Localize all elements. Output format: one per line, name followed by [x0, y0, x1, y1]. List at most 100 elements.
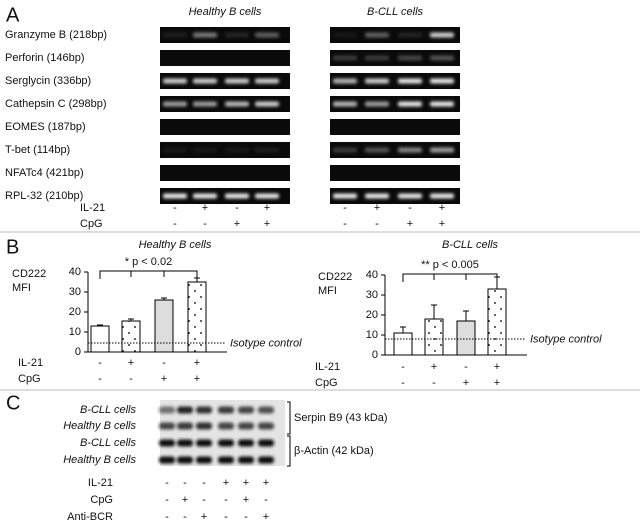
column-title: Healthy B cells	[189, 6, 262, 18]
condition-sign: +	[161, 373, 167, 385]
condition-sign: -	[203, 218, 207, 230]
condition-sign: -	[264, 494, 268, 506]
y-axis-label: MFI	[12, 282, 31, 294]
bar	[456, 320, 476, 356]
condition-sign: -	[343, 202, 347, 214]
bar	[187, 281, 207, 353]
gel-band	[333, 193, 357, 199]
condition-sign: +	[264, 218, 270, 230]
condition-label: CpG	[18, 373, 41, 385]
condition-sign: -	[162, 357, 166, 369]
y-tick-label: 0	[75, 346, 81, 358]
gene-label: RPL-32 (210bp)	[5, 190, 83, 202]
condition-sign: +	[201, 511, 207, 523]
condition-sign: -	[165, 494, 169, 506]
gel-band	[333, 55, 357, 61]
blot-band	[196, 422, 212, 430]
condition-sign: +	[263, 477, 269, 489]
gene-label: T-bet (114bp)	[5, 144, 70, 156]
y-tick-label: 0	[372, 349, 378, 361]
condition-sign: +	[202, 202, 208, 214]
bar	[424, 318, 444, 356]
condition-sign: +	[407, 218, 413, 230]
gel	[330, 142, 460, 158]
panel-label: C	[6, 392, 20, 414]
gel-band	[398, 55, 422, 61]
gel-band	[193, 101, 217, 107]
significance-label: ** p < 0.005	[421, 259, 479, 271]
error-bar	[128, 318, 134, 321]
gel-band	[255, 78, 279, 84]
gel-band	[333, 147, 357, 153]
condition-sign: -	[183, 511, 187, 523]
condition-sign: -	[165, 511, 169, 523]
condition-label: IL-21	[80, 202, 105, 214]
condition-sign: -	[165, 477, 169, 489]
condition-sign: -	[464, 361, 468, 373]
condition-sign: -	[98, 357, 102, 369]
condition-sign: +	[243, 494, 249, 506]
blot-band	[258, 406, 274, 414]
blot-band	[196, 406, 212, 414]
condition-sign: +	[194, 373, 200, 385]
condition-label: CpG	[90, 494, 113, 506]
condition-sign: +	[494, 361, 500, 373]
significance-label: * p < 0.02	[125, 256, 172, 268]
reference-label: Isotype control	[230, 337, 302, 349]
gel	[330, 119, 460, 135]
condition-sign: -	[343, 218, 347, 230]
blot-row-label: Healthy B cells	[63, 420, 136, 432]
condition-sign: -	[173, 202, 177, 214]
blot-band	[218, 456, 234, 464]
blot-band	[159, 406, 175, 414]
gel-band	[398, 101, 422, 107]
condition-label: Anti-BCR	[67, 511, 113, 523]
gene-label: NFATc4 (421bp)	[5, 167, 84, 179]
error-bar	[400, 326, 406, 333]
gel	[160, 119, 290, 135]
gel-band	[398, 147, 422, 153]
gene-label: Cathepsin C (298bp)	[5, 98, 107, 110]
bar	[393, 332, 413, 356]
condition-sign: -	[224, 494, 228, 506]
condition-sign: +	[439, 218, 445, 230]
gene-label: Perforin (146bp)	[5, 52, 85, 64]
gel-band	[365, 32, 389, 38]
condition-label: IL-21	[315, 361, 340, 373]
y-axis-label: CD222	[318, 271, 352, 283]
blot-band	[258, 439, 274, 447]
gel-band	[163, 32, 187, 38]
condition-sign: +	[494, 377, 500, 389]
error-bar	[161, 297, 167, 300]
error-bar	[97, 324, 103, 326]
condition-sign: -	[375, 218, 379, 230]
y-tick-label: 40	[69, 266, 81, 278]
condition-sign: +	[182, 494, 188, 506]
gel-band	[193, 78, 217, 84]
blot-band	[258, 456, 274, 464]
bracket	[287, 401, 291, 467]
y-axis-label: CD222	[12, 268, 46, 280]
condition-sign: -	[202, 477, 206, 489]
condition-label: IL-21	[18, 357, 43, 369]
gel-band	[193, 147, 217, 153]
gel-band	[398, 193, 422, 199]
chart-title: Healthy B cells	[139, 239, 212, 251]
gel-band	[255, 32, 279, 38]
y-tick-label: 30	[69, 286, 81, 298]
panel-label: A	[6, 4, 20, 26]
reference-label: Isotype control	[530, 333, 602, 345]
gel-band	[163, 193, 187, 199]
gel-band	[365, 55, 389, 61]
gel	[330, 27, 460, 43]
blot-band	[196, 456, 212, 464]
gel-band	[333, 78, 357, 84]
gel-band	[193, 193, 217, 199]
gel-band	[225, 193, 249, 199]
panel-label: B	[6, 236, 19, 258]
y-axis-label: MFI	[318, 285, 337, 297]
gel	[330, 165, 460, 181]
blot-band	[159, 422, 175, 430]
y-tick-label: 40	[366, 269, 378, 281]
blot-band	[177, 439, 193, 447]
